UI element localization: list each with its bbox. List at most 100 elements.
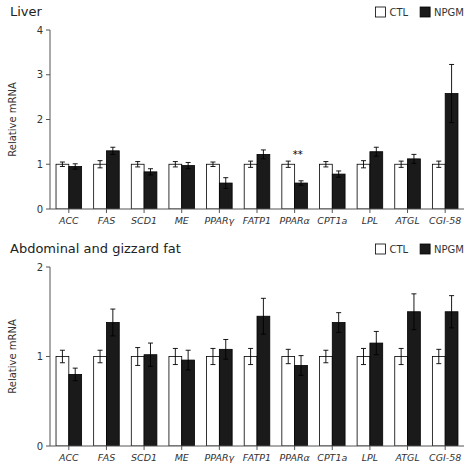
x-tick	[445, 209, 446, 213]
error-line	[301, 181, 302, 185]
bar	[395, 357, 408, 447]
error-cap	[436, 167, 441, 168]
y-tick	[46, 74, 50, 75]
error-cap	[286, 161, 291, 162]
bar	[182, 166, 195, 209]
y-tick	[46, 119, 50, 120]
error-line	[438, 161, 439, 167]
error-cap	[374, 147, 379, 148]
error-line	[401, 348, 402, 364]
error-bar	[436, 349, 441, 363]
error-bar	[286, 349, 291, 363]
y-tick	[46, 30, 50, 31]
bar	[357, 164, 370, 209]
error-cap	[399, 167, 404, 168]
error-bar	[261, 298, 266, 334]
x-tick-label: FATP1	[243, 215, 271, 226]
error-bar	[361, 348, 366, 364]
error-cap	[261, 158, 266, 159]
error-line	[175, 348, 176, 364]
error-bar	[361, 161, 366, 168]
error-bar	[110, 147, 115, 154]
error-bar	[135, 162, 140, 167]
x-tick-label: CPT1a	[317, 215, 347, 226]
error-line	[376, 331, 377, 354]
y-tick-label: 0	[37, 204, 43, 215]
legend: NPGMCTL	[375, 7, 464, 18]
y-tick	[46, 446, 50, 447]
bar	[106, 322, 119, 446]
error-bar	[323, 162, 328, 167]
legend-label: CTL	[389, 244, 408, 255]
error-bar	[186, 350, 191, 370]
error-cap	[299, 185, 304, 186]
error-bar	[148, 169, 153, 175]
error-line	[376, 147, 377, 156]
error-cap	[135, 161, 140, 162]
bar	[69, 374, 82, 446]
error-line	[137, 162, 138, 167]
error-line	[413, 294, 414, 330]
error-cap	[60, 166, 65, 167]
x-tick	[106, 446, 107, 450]
error-cap	[173, 364, 178, 365]
legend-swatch	[420, 244, 430, 254]
marks	[56, 294, 458, 446]
legend-swatch	[375, 7, 385, 17]
bar	[332, 174, 345, 209]
error-cap	[60, 362, 65, 363]
bar	[395, 164, 408, 209]
error-line	[250, 348, 251, 364]
x-tick	[68, 446, 69, 450]
error-line	[263, 150, 264, 159]
bar	[94, 164, 107, 209]
panel: Abdominal and gizzard fatRelative mRNA01…	[7, 241, 464, 463]
error-cap	[248, 364, 253, 365]
bar	[319, 357, 332, 447]
error-cap	[210, 364, 215, 365]
bar	[408, 312, 421, 446]
error-bar	[60, 350, 65, 363]
error-line	[325, 162, 326, 167]
x-tick	[144, 209, 145, 213]
error-cap	[323, 161, 328, 162]
error-bar	[336, 313, 341, 333]
y-tick-label: 3	[37, 69, 43, 80]
x-tick	[144, 446, 145, 450]
error-line	[301, 356, 302, 376]
bar	[144, 172, 157, 209]
error-line	[100, 350, 101, 363]
error-cap	[173, 161, 178, 162]
error-cap	[135, 365, 140, 366]
error-bar	[261, 150, 266, 159]
x-tick-label: PPARα	[279, 452, 310, 463]
bar	[244, 164, 257, 209]
error-cap	[248, 161, 253, 162]
bar	[244, 357, 257, 447]
panel: LiverRelative mRNA01234ACCFASSCD1MEPPARγ…	[7, 4, 464, 226]
error-cap	[411, 154, 416, 155]
y-tick-label: 1	[37, 351, 43, 362]
error-cap	[148, 174, 153, 175]
error-cap	[336, 177, 341, 178]
x-tick	[257, 446, 258, 450]
bar	[169, 164, 182, 209]
error-cap	[98, 167, 103, 168]
error-line	[112, 147, 113, 154]
y-tick	[46, 164, 50, 165]
error-cap	[73, 380, 78, 381]
bar	[432, 164, 445, 209]
x-tick	[219, 209, 220, 213]
error-cap	[110, 147, 115, 148]
error-cap	[223, 177, 228, 178]
error-cap	[361, 160, 366, 161]
marks	[56, 64, 458, 209]
error-bar	[210, 348, 215, 364]
error-line	[363, 348, 364, 364]
error-line	[212, 348, 213, 364]
bar	[207, 357, 220, 447]
error-cap	[411, 293, 416, 294]
error-cap	[223, 359, 228, 360]
error-bar	[286, 161, 291, 167]
bar	[295, 183, 308, 209]
